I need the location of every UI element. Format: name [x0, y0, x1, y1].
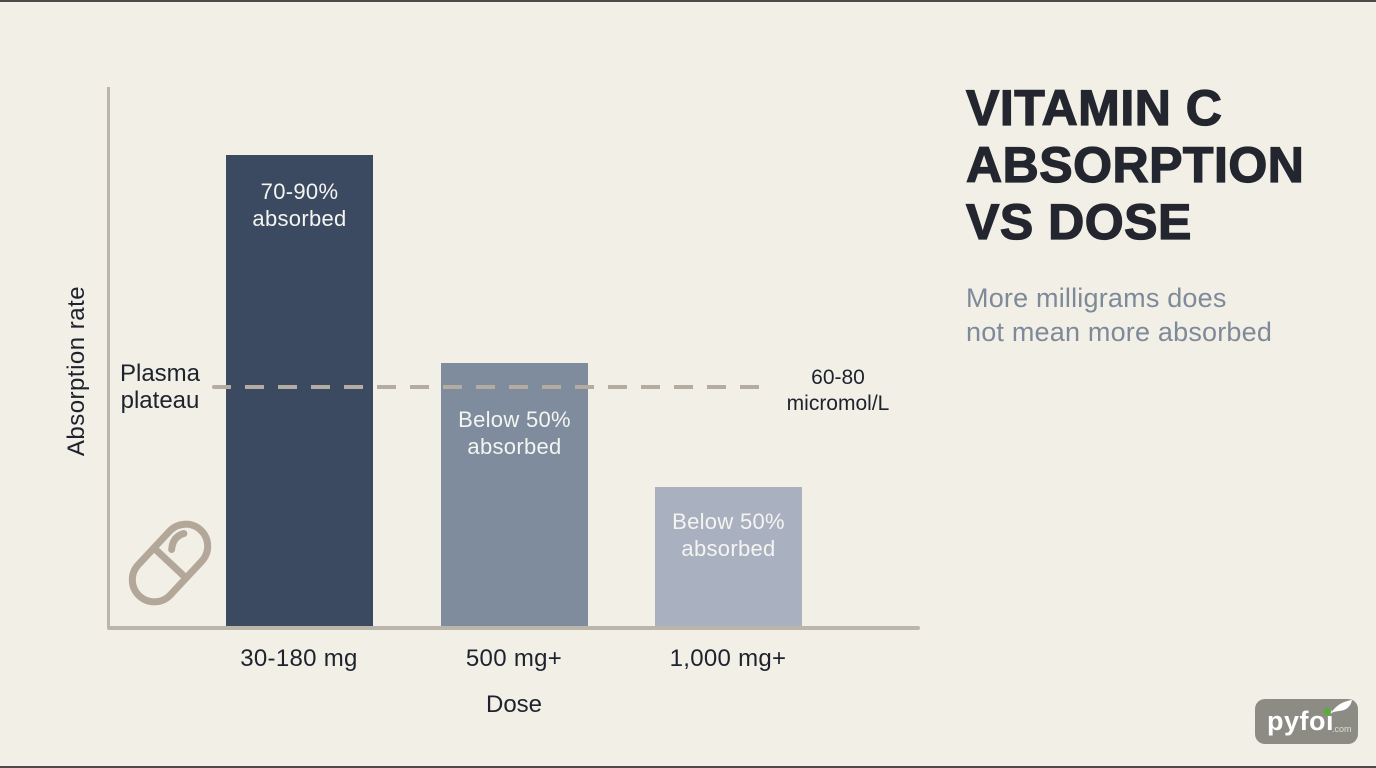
page-subtitle-line: More milligrams does	[966, 283, 1227, 313]
pyfoi-logo-text: pyfoi	[1267, 706, 1334, 736]
bar-500mg: Below 50% absorbed	[441, 363, 588, 626]
y-axis-title: Absorption rate	[63, 285, 90, 457]
page-title-line: VS DOSE	[965, 193, 1192, 250]
x-tick-30-180mg: 30-180 mg	[240, 645, 358, 672]
plasma-plateau-label: Plasma plateau	[112, 360, 208, 414]
capsule-pill-icon	[120, 513, 220, 613]
x-axis-title: Dose	[485, 691, 543, 718]
page-title-line: ABSORPTION	[965, 136, 1305, 193]
bar-annotation-line: Below 50%	[672, 509, 785, 534]
pyfoi-logo-suffix: .com	[1332, 724, 1352, 734]
bar-annotation-line: absorbed	[681, 536, 776, 561]
bar-30-180mg: 70-90% absorbed	[226, 155, 373, 626]
plasma-plateau-dashed-line	[212, 385, 768, 389]
bottom-edge-line	[0, 766, 1376, 768]
page-title: VITAMIN C ABSORPTION VS DOSE	[965, 79, 1356, 251]
pyfoi-logo-badge: pyfoi .com	[1255, 699, 1358, 744]
top-edge-line	[0, 0, 1376, 2]
bar-annotation-line: absorbed	[252, 206, 347, 231]
micromol-range-label: 60-80 micromol/L	[770, 365, 906, 417]
micromol-range-line: 60-80	[811, 366, 865, 389]
x-axis-line	[107, 626, 920, 630]
x-tick-1000mg: 1,000 mg+	[669, 645, 787, 672]
bar-annotation-line: absorbed	[467, 434, 562, 459]
y-axis-line	[107, 87, 110, 628]
bar-annotation-line: Below 50%	[458, 407, 571, 432]
plasma-plateau-label-line: Plasma	[119, 360, 201, 387]
page-subtitle: More milligrams does not mean more absor…	[966, 281, 1366, 349]
logo-green-dot	[1324, 708, 1331, 715]
x-tick-500mg: 500 mg+	[465, 645, 563, 672]
bar-annotation-line: 70-90%	[260, 179, 339, 204]
leaf-icon	[1329, 699, 1355, 715]
plasma-plateau-label-line: plateau	[120, 387, 200, 414]
page-title-line: VITAMIN C	[965, 79, 1223, 136]
bar-1000mg: Below 50% absorbed	[655, 487, 802, 626]
micromol-range-line: micromol/L	[786, 392, 890, 415]
page-subtitle-line: not mean more absorbed	[966, 317, 1273, 347]
